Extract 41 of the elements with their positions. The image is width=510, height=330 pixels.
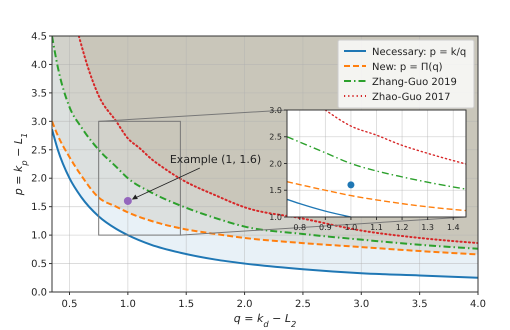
y-tick-label: 1.0: [31, 230, 47, 242]
x-tick-label: 1.4: [446, 223, 460, 232]
y-tick-label: 2.5: [269, 132, 282, 142]
line-series: [287, 136, 466, 190]
y-tick-label: 0.5: [31, 259, 47, 270]
y-tick-label: 2.0: [31, 174, 47, 185]
line-series: [287, 198, 352, 217]
x-tick-label: 2.0: [236, 299, 253, 310]
y-tick-label: 3.0: [31, 116, 47, 128]
y-tick-label: 3.0: [269, 106, 282, 115]
x-tick-label: 0.8: [293, 223, 306, 232]
legend-label: Zhao-Guo 2017: [372, 92, 450, 103]
y-tick-label: 2.5: [31, 145, 47, 156]
legend-label: New: p = Π(q): [372, 62, 443, 73]
x-tick-label: 3.0: [353, 299, 370, 310]
line-series: [52, 120, 478, 256]
y-tick-label: 1.5: [31, 202, 47, 214]
x-tick-label: 1.2: [396, 223, 408, 232]
y-tick-label: 1.0: [269, 212, 282, 222]
y-tick-label: 4.0: [31, 60, 47, 71]
y-tick-label: 2.0: [269, 159, 282, 168]
y-tick-label: 4.5: [31, 32, 47, 42]
y-tick-label: 1.5: [269, 186, 282, 196]
x-axis-title: q = k$_{d}$ − L$_{2}$: [234, 312, 296, 329]
y-tick-label: 0.0: [31, 288, 47, 298]
x-tick-label: 1.0: [120, 299, 136, 310]
x-tick-label: 1.3: [421, 223, 434, 232]
line-series: [287, 180, 466, 212]
line-series: [324, 110, 466, 165]
x-tick-label: 1.1: [370, 223, 383, 232]
legend-label: Zhang-Guo 2019: [372, 77, 457, 88]
y-tick-label: 3.5: [31, 88, 47, 100]
annotation: Example (1, 1.6): [170, 152, 262, 166]
legend-label: Necessary: p = k/q: [372, 47, 466, 58]
x-tick-label: 4.0: [470, 299, 486, 310]
x-tick-label: 1.5: [178, 299, 194, 310]
x-tick-label: 0.9: [318, 223, 332, 232]
x-tick-label: 0.5: [62, 299, 78, 310]
line-series: [52, 128, 478, 279]
x-tick-label: 3.5: [412, 299, 428, 310]
x-tick-label: 2.5: [294, 299, 311, 310]
